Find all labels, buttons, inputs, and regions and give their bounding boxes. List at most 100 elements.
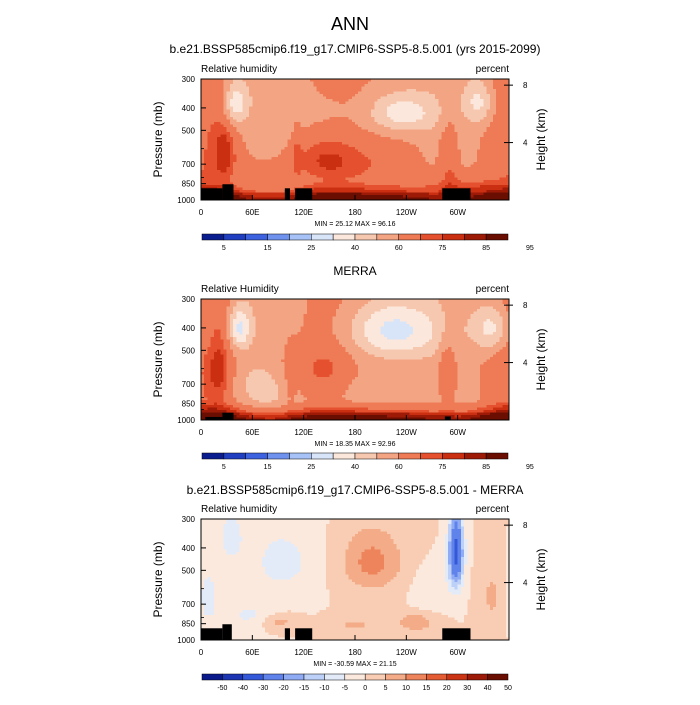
heatmap-cell bbox=[243, 137, 247, 140]
heatmap-cell bbox=[339, 182, 343, 185]
heatmap-cell bbox=[342, 142, 346, 145]
heatmap-cell bbox=[313, 155, 317, 158]
heatmap-cell bbox=[220, 142, 224, 145]
heatmap-cell bbox=[275, 104, 279, 107]
heatmap-cell bbox=[329, 119, 333, 122]
heatmap-cell bbox=[496, 175, 500, 178]
heatmap-cell bbox=[448, 182, 452, 185]
heatmap-cell bbox=[442, 137, 446, 140]
heatmap-cell bbox=[294, 132, 298, 135]
heatmap-cell bbox=[397, 87, 401, 90]
heatmap-cell bbox=[217, 124, 221, 127]
heatmap-cell bbox=[496, 102, 500, 105]
heatmap-cell bbox=[278, 167, 282, 170]
heatmap-cell bbox=[403, 119, 407, 122]
heatmap-cell bbox=[416, 99, 420, 102]
heatmap-cell bbox=[377, 99, 381, 102]
heatmap-cell bbox=[288, 89, 292, 92]
heatmap-cell bbox=[339, 112, 343, 115]
heatmap-cell bbox=[503, 160, 507, 163]
heatmap-cell bbox=[496, 190, 500, 193]
heatmap-cell bbox=[390, 127, 394, 130]
heatmap-cell bbox=[384, 117, 388, 120]
heatmap-cell bbox=[278, 165, 282, 168]
heatmap-cell bbox=[323, 119, 327, 122]
heatmap-cell bbox=[381, 124, 385, 127]
heatmap-cell bbox=[317, 167, 321, 170]
heatmap-cell bbox=[448, 165, 452, 168]
heatmap-cell bbox=[464, 180, 468, 183]
heatmap-cell bbox=[329, 109, 333, 112]
heatmap-cell bbox=[490, 97, 494, 100]
heatmap-cell bbox=[259, 147, 263, 150]
heatmap-cell bbox=[288, 137, 292, 140]
heatmap-cell bbox=[361, 107, 365, 110]
heatmap-cell bbox=[252, 302, 256, 305]
heatmap-cell bbox=[368, 192, 372, 195]
heatmap-cell bbox=[461, 107, 465, 110]
heatmap-cell bbox=[403, 137, 407, 140]
heatmap-cell bbox=[256, 87, 260, 90]
heatmap-cell bbox=[307, 147, 311, 150]
heatmap-cell bbox=[278, 134, 282, 137]
heatmap-cell bbox=[207, 145, 211, 148]
heatmap-cell bbox=[496, 107, 500, 110]
heatmap-cell bbox=[442, 124, 446, 127]
heatmap-cell bbox=[365, 304, 369, 307]
heatmap-cell bbox=[249, 89, 253, 92]
heatmap-cell bbox=[278, 92, 282, 95]
heatmap-cell bbox=[204, 177, 208, 180]
heatmap-cell bbox=[265, 177, 269, 180]
heatmap-cell bbox=[326, 119, 330, 122]
heatmap-cell bbox=[413, 92, 417, 95]
heatmap-cell bbox=[211, 165, 215, 168]
heatmap-cell bbox=[333, 182, 337, 185]
heatmap-cell bbox=[451, 162, 455, 165]
heatmap-cell bbox=[432, 127, 436, 130]
heatmap-cell bbox=[442, 170, 446, 173]
min-max-stats: MIN = 25.12 MAX = 96.16 bbox=[315, 221, 396, 228]
heatmap-cell bbox=[217, 150, 221, 153]
heatmap-cell bbox=[246, 97, 250, 100]
heatmap-cell bbox=[461, 92, 465, 95]
heatmap-cell bbox=[461, 185, 465, 188]
heatmap-cell bbox=[422, 152, 426, 155]
heatmap-cell bbox=[336, 157, 340, 160]
heatmap-cell bbox=[304, 165, 308, 168]
heatmap-cell bbox=[442, 185, 446, 188]
heatmap-cell bbox=[387, 147, 391, 150]
heatmap-cell bbox=[252, 102, 256, 105]
heatmap-cell bbox=[300, 185, 304, 188]
heatmap-cell bbox=[390, 170, 394, 173]
heatmap-cell bbox=[387, 114, 391, 117]
heatmap-cell bbox=[268, 119, 272, 122]
heatmap-cell bbox=[438, 185, 442, 188]
heatmap-cell bbox=[304, 150, 308, 153]
heatmap-cell bbox=[307, 97, 311, 100]
heatmap-cell bbox=[249, 162, 253, 165]
heatmap-cell bbox=[310, 137, 314, 140]
heatmap-cell bbox=[284, 137, 288, 140]
heatmap-cell bbox=[214, 94, 218, 97]
heatmap-cell bbox=[272, 92, 276, 95]
heatmap-cell bbox=[426, 109, 430, 112]
heatmap-cell bbox=[477, 190, 481, 193]
heatmap-cell bbox=[333, 122, 337, 125]
heatmap-cell bbox=[413, 155, 417, 158]
heatmap-cell bbox=[259, 152, 263, 155]
heatmap-cell bbox=[204, 117, 208, 120]
heatmap-cell bbox=[345, 132, 349, 135]
heatmap-cell bbox=[477, 152, 481, 155]
heatmap-cell bbox=[284, 119, 288, 122]
heatmap-cell bbox=[384, 97, 388, 100]
heatmap-cell bbox=[288, 185, 292, 188]
heatmap-cell bbox=[275, 195, 279, 198]
heatmap-cell bbox=[339, 140, 343, 143]
heatmap-cell bbox=[467, 185, 471, 188]
heatmap-cell bbox=[377, 150, 381, 153]
heatmap-cell bbox=[243, 134, 247, 137]
heatmap-cell bbox=[249, 182, 253, 185]
heatmap-cell bbox=[358, 165, 362, 168]
heatmap-cell bbox=[272, 180, 276, 183]
heatmap-cell bbox=[483, 182, 487, 185]
